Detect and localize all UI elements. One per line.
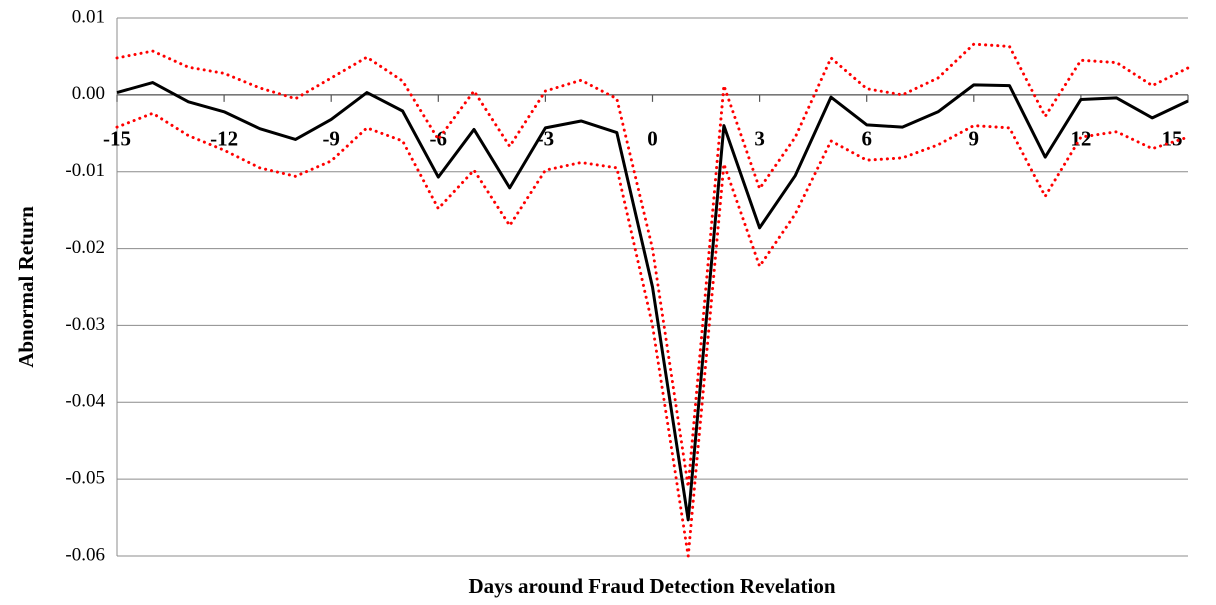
series-line: [115, 111, 1190, 558]
y-tick-label: -0.05: [65, 468, 105, 489]
x-tick-label: -9: [322, 127, 340, 151]
x-tick-label: 6: [861, 127, 872, 151]
y-tick-label: -0.01: [65, 160, 105, 181]
y-axis-label: Abnormal Return: [14, 206, 38, 368]
x-tick-label: -15: [103, 127, 131, 151]
x-axis-label: Days around Fraud Detection Revelation: [468, 574, 835, 598]
y-tick-label: -0.06: [65, 544, 105, 565]
y-tick-label: -0.03: [65, 314, 105, 335]
series-line: [116, 81, 1189, 522]
series-line: [115, 42, 1190, 489]
y-tick-label: 0.00: [72, 83, 105, 104]
x-tick-label: 0: [647, 127, 658, 151]
x-tick-label: 15: [1162, 127, 1183, 151]
y-tick-label: 0.01: [72, 6, 105, 27]
x-tick-label: 3: [754, 127, 765, 151]
x-tick-label: -6: [430, 127, 448, 151]
x-tick-label: 9: [969, 127, 980, 151]
y-tick-label: -0.02: [65, 237, 105, 258]
y-tick-label: -0.04: [65, 391, 105, 412]
